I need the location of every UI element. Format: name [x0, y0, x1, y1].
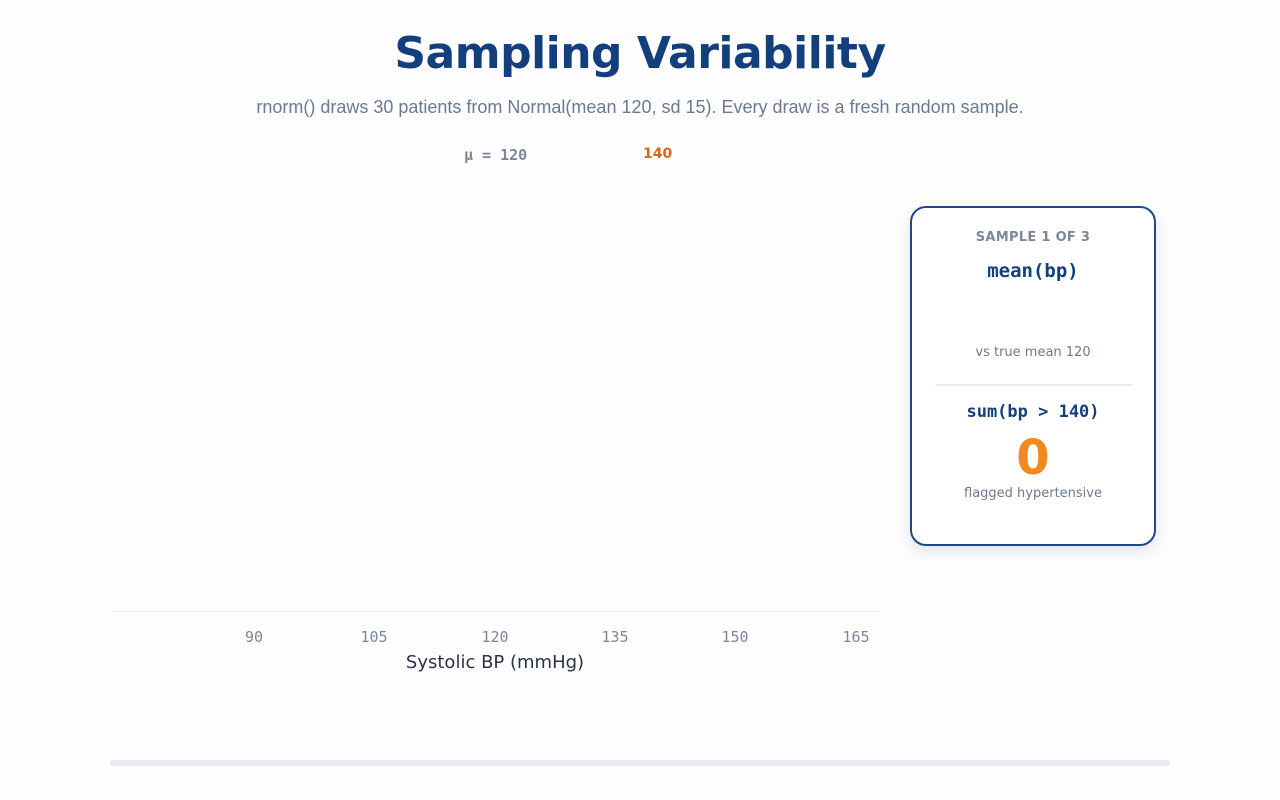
- progress-bar: [110, 760, 1170, 766]
- mean-marker-label: μ = 120: [464, 146, 528, 164]
- bp-chart: μ = 120 140 90 105 120 135 150 165 Systo…: [112, 146, 880, 673]
- sum-function-label: sum(bp > 140): [966, 402, 1100, 422]
- flagged-count: 0: [1016, 430, 1050, 486]
- x-tick-label: 165: [842, 628, 870, 646]
- x-axis-baseline: [112, 611, 880, 612]
- x-tick-label: 120: [481, 628, 509, 646]
- page-subtitle: rnorm() draws 30 patients from Normal(me…: [256, 97, 1024, 117]
- x-tick-label: 90: [244, 628, 264, 646]
- flagged-caption: flagged hypertensive: [964, 486, 1102, 501]
- sample-stats-card: SAMPLE 1 OF 3 mean(bp) vs true mean 120 …: [910, 206, 1156, 546]
- x-tick-label: 150: [721, 628, 749, 646]
- card-divider: [936, 384, 1132, 386]
- x-tick-label: 135: [601, 628, 629, 646]
- mean-function-label: mean(bp): [987, 260, 1079, 282]
- x-axis-label: Systolic BP (mmHg): [405, 652, 585, 673]
- threshold-marker-label: 140: [643, 146, 673, 162]
- x-tick-label: 105: [360, 628, 388, 646]
- page-title: Sampling Variability: [394, 28, 886, 79]
- sample-counter: SAMPLE 1 OF 3: [975, 230, 1091, 245]
- true-mean-caption: vs true mean 120: [975, 345, 1091, 360]
